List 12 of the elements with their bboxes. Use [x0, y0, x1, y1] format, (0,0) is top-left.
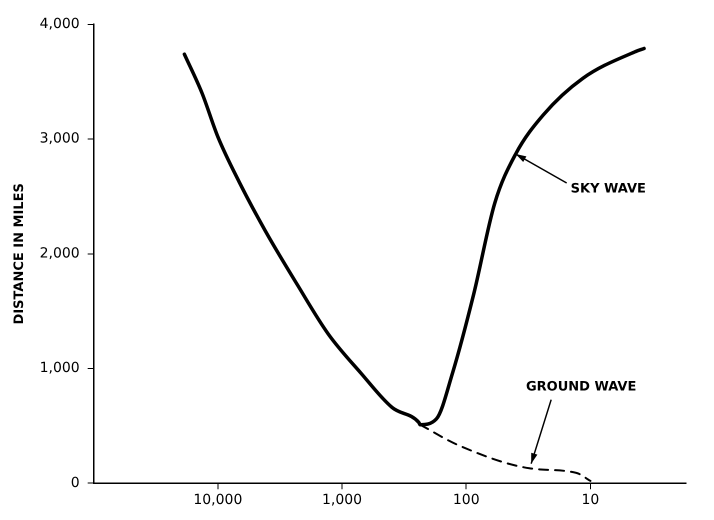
- x-tick-label: 10: [582, 492, 600, 508]
- y-axis-title: DISTANCE IN MILES: [12, 183, 28, 324]
- y-tick-label: 2,000: [40, 245, 80, 262]
- y-tick-label: 4,000: [40, 16, 80, 32]
- x-tick-label: 1,000: [322, 492, 362, 508]
- x-tick-label: 10,000: [193, 492, 242, 508]
- y-tick-label: 0: [70, 474, 80, 491]
- annotation: SKY WAVE: [570, 181, 646, 196]
- x-tick-label: 100: [452, 492, 480, 508]
- annotation: GROUND WAVE: [526, 380, 636, 395]
- y-tick-label: 1,000: [40, 360, 80, 376]
- y-tick-label: 3,000: [40, 130, 80, 147]
